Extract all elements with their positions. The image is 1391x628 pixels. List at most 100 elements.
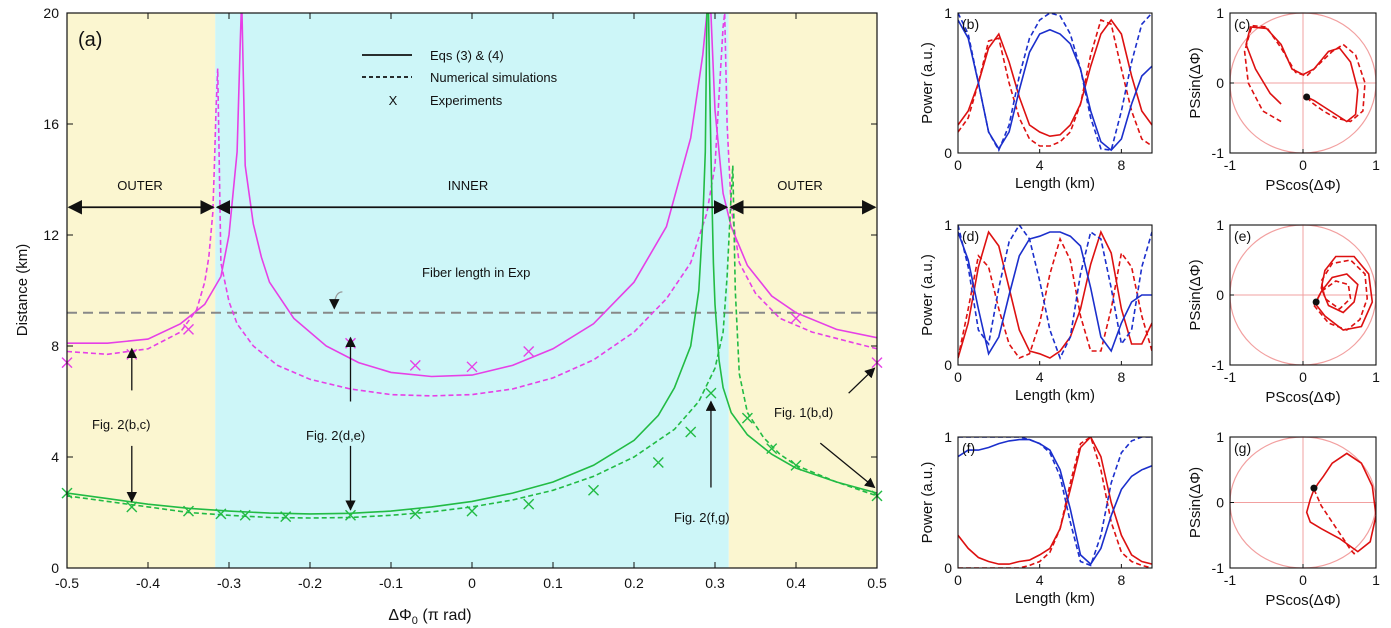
y-tick-label: 1 bbox=[944, 5, 952, 21]
y-tick-label: 12 bbox=[43, 227, 59, 243]
y-tick-label: 1 bbox=[1216, 217, 1224, 233]
xlabel: Length (km) bbox=[1015, 175, 1095, 192]
y-tick-label: 8 bbox=[51, 338, 59, 354]
y-tick-label: 20 bbox=[43, 5, 59, 21]
panel-d-series-1 bbox=[958, 236, 1152, 359]
panel-label: (e) bbox=[1234, 228, 1251, 244]
series-line-3 bbox=[67, 165, 877, 519]
start-point bbox=[1312, 298, 1320, 306]
experiment-marker bbox=[523, 346, 535, 358]
x-tick-label: 1 bbox=[1372, 369, 1380, 385]
panel-label: (f) bbox=[962, 440, 975, 456]
experiment-marker bbox=[790, 459, 802, 471]
experiment-marker bbox=[345, 509, 356, 521]
x-tick-label: 8 bbox=[1117, 572, 1125, 588]
experiment-marker bbox=[280, 511, 292, 523]
experiment-marker bbox=[790, 312, 802, 324]
x-tick-label: 4 bbox=[1036, 369, 1044, 385]
x-tick-label: 0 bbox=[468, 575, 476, 591]
x-tick-label: 4 bbox=[1036, 157, 1044, 173]
y-tick-label: -1 bbox=[1212, 357, 1225, 373]
panel-a-ylabel: Distance (km) bbox=[14, 244, 31, 337]
fiber-length-pointer bbox=[329, 291, 343, 310]
experiment-marker bbox=[652, 457, 664, 469]
region-inner-label: INNER bbox=[448, 178, 488, 193]
ylabel: PSsin(ΔΦ) bbox=[1187, 467, 1204, 538]
panel-b-series-2 bbox=[958, 19, 1152, 152]
region-1 bbox=[215, 13, 729, 568]
panel-frame bbox=[957, 224, 1153, 366]
panel-d-series-3 bbox=[958, 225, 1152, 361]
xlabel: PScos(ΔΦ) bbox=[1265, 592, 1340, 609]
panel-b-series-0 bbox=[958, 18, 1152, 138]
region-outer-right-label: OUTER bbox=[777, 178, 823, 193]
experiment-marker bbox=[183, 323, 194, 335]
region-2 bbox=[728, 13, 877, 568]
x-tick-label: 0 bbox=[1299, 572, 1307, 588]
annotation-fig1bd: Fig. 1(b,d) bbox=[774, 405, 833, 420]
x-tick-label: 1 bbox=[1372, 572, 1380, 588]
xlabel: PScos(ΔΦ) bbox=[1265, 177, 1340, 194]
legend-entry-experiments: Experiments bbox=[430, 93, 503, 108]
y-tick-label: 1 bbox=[1216, 429, 1224, 445]
annotation-fig2bc: Fig. 2(b,c) bbox=[92, 417, 151, 432]
x-tick-label: 0.4 bbox=[786, 575, 806, 591]
experiment-marker bbox=[126, 501, 138, 513]
panel-label: (c) bbox=[1234, 16, 1250, 32]
panel-frame bbox=[957, 12, 1153, 154]
y-tick-label: 1 bbox=[1216, 5, 1224, 21]
x-tick-label: -0.3 bbox=[217, 575, 241, 591]
annotation-fig2fg: Fig. 2(f,g) bbox=[674, 510, 730, 525]
xlabel: PScos(ΔΦ) bbox=[1265, 389, 1340, 406]
panel-frame bbox=[957, 436, 1153, 569]
y-tick-label: 16 bbox=[43, 116, 59, 132]
experiment-marker bbox=[183, 505, 194, 517]
legend-marker-x: X bbox=[389, 93, 398, 108]
experiment-marker bbox=[409, 508, 421, 520]
experiment-marker bbox=[466, 505, 478, 517]
region-0 bbox=[67, 13, 216, 568]
y-tick-label: 1 bbox=[944, 429, 952, 445]
panel-d-series-2 bbox=[958, 231, 1152, 356]
experiment-marker bbox=[215, 508, 227, 520]
start-point bbox=[1303, 93, 1311, 101]
y-tick-label: 0 bbox=[944, 357, 952, 373]
panel-d-series-0 bbox=[958, 229, 1152, 359]
annotation-fig2de: Fig. 2(d,e) bbox=[306, 428, 365, 443]
start-point bbox=[1310, 484, 1318, 492]
experiment-marker bbox=[766, 443, 778, 455]
ylabel: PSsin(ΔΦ) bbox=[1187, 47, 1204, 118]
x-tick-label: -1 bbox=[1224, 572, 1237, 588]
panel-c: -1 0 1 -1 0 1 (c) PScos(ΔΦ) PSsin(ΔΦ) bbox=[1187, 5, 1380, 194]
fiber-length-label: Fiber length in Exp bbox=[422, 265, 530, 280]
panel-label: (b) bbox=[962, 16, 979, 32]
x-tick-label: -1 bbox=[1224, 369, 1237, 385]
y-tick-label: 0 bbox=[1216, 287, 1224, 303]
legend-entry-eqs: Eqs (3) & (4) bbox=[430, 48, 504, 63]
x-tick-label: 0 bbox=[1299, 369, 1307, 385]
panel-f-series-0 bbox=[958, 437, 1152, 565]
panel-g-series-0 bbox=[1305, 452, 1376, 553]
experiment-marker bbox=[741, 412, 753, 424]
arrow-fig1bd-up bbox=[848, 367, 876, 394]
y-tick-label: -1 bbox=[1212, 560, 1225, 576]
panel-f: 0 4 8 0 1 (f) Length (km) Power (a.u.) bbox=[919, 429, 1153, 607]
panel-g: -1 0 1 -1 0 1 (g) PScos(ΔΦ) PSsin(ΔΦ) bbox=[1187, 429, 1380, 609]
y-tick-label: 0 bbox=[1216, 495, 1224, 511]
experiment-marker bbox=[705, 387, 717, 399]
x-tick-label: -0.4 bbox=[136, 575, 160, 591]
arrow-fig1bd-down bbox=[819, 442, 876, 489]
experiment-marker bbox=[239, 509, 251, 521]
x-tick-label: 0.2 bbox=[624, 575, 644, 591]
y-tick-label: 0 bbox=[1216, 75, 1224, 91]
experiment-marker bbox=[523, 498, 535, 510]
y-tick-label: -1 bbox=[1212, 145, 1225, 161]
panel-label: (d) bbox=[962, 228, 979, 244]
experiment-marker bbox=[588, 484, 599, 496]
panel-a-regions bbox=[67, 13, 877, 568]
panel-f-series-1 bbox=[958, 437, 1152, 568]
panel-f-series-3 bbox=[958, 437, 1152, 567]
panel-e-series-1 bbox=[1313, 259, 1369, 331]
x-tick-label: 8 bbox=[1117, 157, 1125, 173]
panel-d: 0 4 8 0 1 (d) Length (km) Power (a.u.) bbox=[919, 217, 1153, 404]
